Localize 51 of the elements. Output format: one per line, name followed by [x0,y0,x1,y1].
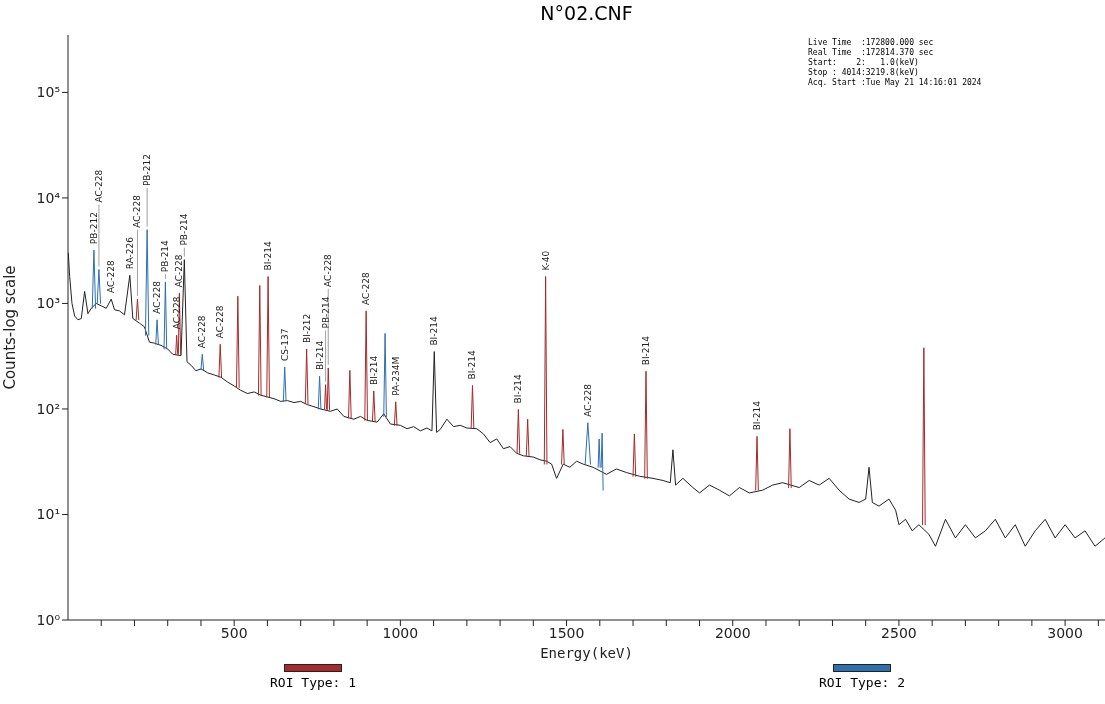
annotation: BI-214 [263,240,274,271]
annotation: AC-228 [197,315,208,349]
annotation: BI-214 [368,355,379,385]
chart-title: N°02.CNF [539,2,634,24]
annotation: Live Time :172800.000 sec [808,38,935,48]
annotation: PB-214 [160,239,171,273]
annotation: Start: 2: 1.0(keV) [808,58,920,68]
x-axis-title: Energy(keV) [540,645,633,661]
x-tick-label: 2000 [714,624,751,641]
annotation: PB-212 [88,212,99,245]
x-tick-label: 2500 [881,624,917,641]
annotation: AC-228 [152,280,163,314]
x-tick-label: 3000 [1047,624,1083,641]
annotation: AC-228 [215,305,226,339]
annotation: PA-234M [390,356,401,396]
y-tick-label: 10³ [36,295,60,312]
annotation: PB-214 [320,296,331,329]
legend-label: ROI Type: 1 [270,675,357,690]
y-tick-label: 10² [36,400,60,417]
annotation: PB-214 [179,213,190,246]
annotation: AC-228 [323,253,334,287]
annotation: BI-214 [429,316,440,346]
x-tick-label: 1500 [548,624,585,641]
y-tick-label: 10⁰ [36,611,61,628]
annotation: Acq. Start :Tue May 21 14:16:01 2024 [808,78,982,88]
annotation: BI-212 [301,313,312,344]
annotation: AC-228 [582,383,593,417]
annotation: AC-228 [132,194,143,228]
annotation: RA-226 [124,236,135,270]
annotation: Real Time :172814.370 sec [808,48,935,58]
annotation: BI-214 [513,373,524,404]
annotation: BI-214 [752,400,763,431]
x-tick-label: 500 [220,624,248,641]
annotation: AC-228 [174,254,185,288]
annotation: Stop : 4014:3219.8(keV) [808,68,920,78]
annotation: AC-228 [171,296,182,330]
y-tick-label: 10¹ [36,506,60,523]
annotation: BI-214 [314,340,325,371]
annotation: BI-214 [467,349,478,380]
annotation: CS-137 [279,328,290,361]
annotation: BI-214 [640,335,651,366]
annotation: AC-228 [106,260,117,294]
annotation: PB-212 [142,154,153,187]
x-tick-label: 1000 [382,624,419,641]
legend-label: ROI Type: 2 [818,675,905,690]
annotation: AC-228 [93,169,104,203]
y-axis-title: Counts-log scale [1,265,20,390]
y-tick-label: 10⁵ [36,84,60,101]
y-tick-label: 10⁴ [36,189,61,206]
annotation: AC-228 [361,271,372,305]
annotation: K-40 [540,250,551,271]
